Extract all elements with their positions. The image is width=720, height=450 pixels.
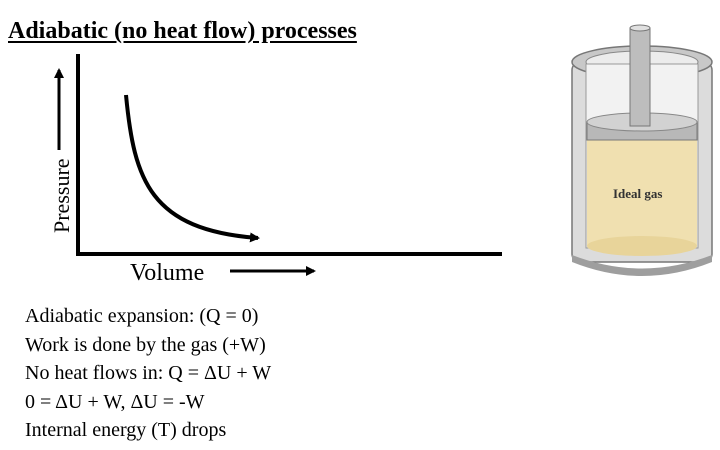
- note-line: Work is done by the gas (+W): [25, 333, 266, 356]
- ideal-gas-region: [587, 140, 697, 246]
- note-line: Internal energy (T) drops: [25, 419, 227, 441]
- x-axis-label: Volume: [130, 260, 205, 286]
- piston-rod: [629, 27, 651, 127]
- explanation-notes: Adiabatic expansion: (Q = 0) Work is don…: [25, 302, 271, 445]
- note-line: No heat flows in: Q = ΔU + W: [25, 362, 272, 384]
- page-title: Adiabatic (no heat flow) processes: [8, 18, 357, 44]
- gas-label: Ideal gas: [613, 186, 662, 201]
- y-axis-label: Pressure: [49, 158, 74, 233]
- note-line: 0 = ΔU + W, ΔU = -W: [25, 390, 205, 413]
- note-line: Adiabatic expansion: (Q = 0): [25, 305, 259, 327]
- adiabatic-curve: [124, 94, 260, 243]
- cylinder-illustration: Ideal gas: [571, 24, 713, 276]
